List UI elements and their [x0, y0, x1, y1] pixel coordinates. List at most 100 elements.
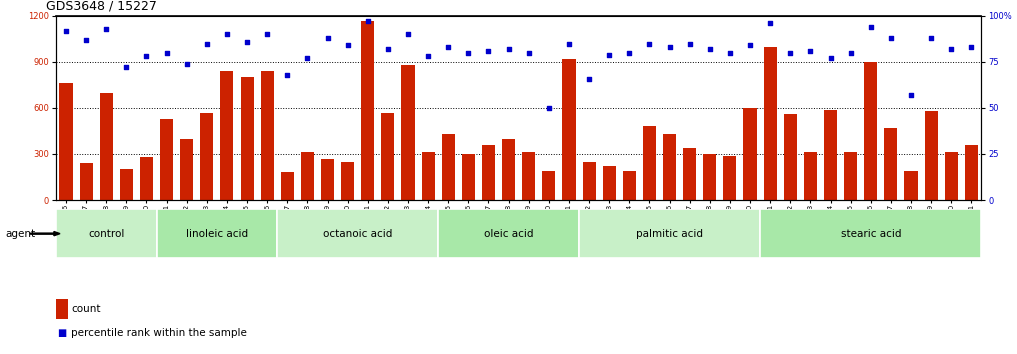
- Point: [500, 46, 517, 52]
- Point: [923, 35, 940, 41]
- Bar: [381, 113, 395, 200]
- Bar: [180, 139, 193, 200]
- Point: [118, 65, 134, 70]
- Point: [560, 41, 577, 46]
- Bar: [100, 93, 113, 200]
- Bar: [622, 171, 636, 200]
- Point: [360, 19, 376, 24]
- Point: [661, 44, 677, 50]
- Point: [823, 56, 839, 61]
- Text: oleic acid: oleic acid: [484, 229, 533, 239]
- Text: ■: ■: [57, 328, 67, 338]
- Point: [762, 21, 778, 26]
- Text: control: control: [88, 229, 124, 239]
- Bar: [120, 169, 133, 200]
- Bar: [278, 209, 438, 258]
- Bar: [221, 71, 234, 200]
- Bar: [522, 153, 535, 200]
- Bar: [904, 171, 917, 200]
- Point: [58, 28, 74, 34]
- Bar: [723, 155, 736, 200]
- Bar: [704, 154, 716, 200]
- Bar: [945, 153, 958, 200]
- Bar: [462, 154, 475, 200]
- Point: [862, 24, 879, 30]
- Point: [259, 32, 276, 37]
- Point: [642, 41, 658, 46]
- Bar: [260, 71, 274, 200]
- Bar: [603, 166, 615, 200]
- Point: [279, 72, 296, 78]
- Bar: [160, 119, 173, 200]
- Bar: [764, 47, 777, 200]
- Bar: [482, 145, 495, 200]
- Point: [601, 52, 617, 57]
- Bar: [803, 153, 817, 200]
- Point: [782, 50, 798, 56]
- Point: [179, 61, 195, 67]
- Bar: [301, 153, 314, 200]
- Point: [219, 32, 235, 37]
- Point: [581, 76, 597, 81]
- Bar: [542, 171, 555, 200]
- Bar: [79, 163, 93, 200]
- Point: [541, 105, 557, 111]
- Bar: [965, 145, 978, 200]
- Text: palmitic acid: palmitic acid: [636, 229, 703, 239]
- Bar: [241, 77, 253, 200]
- Text: octanoic acid: octanoic acid: [323, 229, 393, 239]
- Point: [299, 56, 315, 61]
- Point: [802, 48, 819, 54]
- Bar: [402, 65, 415, 200]
- Bar: [281, 172, 294, 200]
- Point: [98, 26, 114, 32]
- Bar: [502, 139, 516, 200]
- Bar: [441, 134, 455, 200]
- Bar: [438, 209, 579, 258]
- Point: [621, 50, 638, 56]
- Point: [480, 48, 496, 54]
- Bar: [321, 159, 334, 200]
- Bar: [56, 209, 157, 258]
- Bar: [583, 162, 596, 200]
- Bar: [361, 21, 374, 200]
- Point: [239, 39, 255, 45]
- Point: [521, 50, 537, 56]
- Point: [198, 41, 215, 46]
- Point: [379, 46, 396, 52]
- Bar: [200, 113, 214, 200]
- Bar: [422, 153, 434, 200]
- Bar: [663, 134, 676, 200]
- Point: [681, 41, 698, 46]
- Bar: [562, 59, 576, 200]
- Point: [340, 42, 356, 48]
- Text: GDS3648 / 15227: GDS3648 / 15227: [46, 0, 157, 12]
- Bar: [59, 84, 72, 200]
- Bar: [885, 128, 897, 200]
- Point: [722, 50, 738, 56]
- Point: [420, 53, 436, 59]
- Text: linoleic acid: linoleic acid: [186, 229, 248, 239]
- Point: [400, 32, 416, 37]
- Text: count: count: [71, 304, 101, 314]
- Bar: [743, 108, 757, 200]
- Bar: [824, 109, 837, 200]
- Bar: [157, 209, 278, 258]
- Bar: [683, 148, 697, 200]
- Point: [883, 35, 899, 41]
- Bar: [140, 157, 153, 200]
- Point: [842, 50, 858, 56]
- Bar: [924, 111, 938, 200]
- Point: [702, 46, 718, 52]
- Bar: [760, 209, 981, 258]
- Point: [78, 37, 95, 43]
- Point: [138, 53, 155, 59]
- Text: percentile rank within the sample: percentile rank within the sample: [71, 328, 247, 338]
- Bar: [844, 153, 857, 200]
- Text: stearic acid: stearic acid: [840, 229, 901, 239]
- Point: [159, 50, 175, 56]
- Point: [963, 44, 979, 50]
- Bar: [643, 126, 656, 200]
- Point: [943, 46, 959, 52]
- Point: [461, 50, 477, 56]
